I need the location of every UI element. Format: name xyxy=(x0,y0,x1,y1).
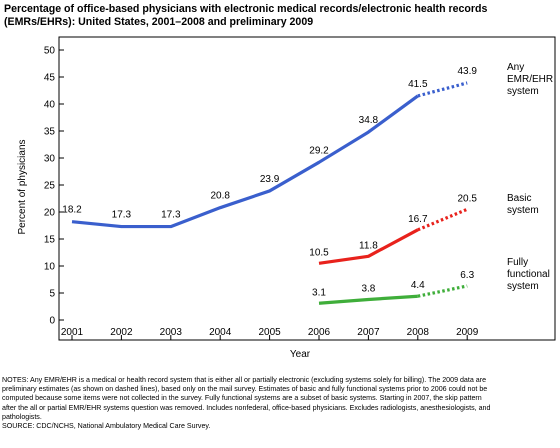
series-label-any-emr-ehr-system-line-1: Any xyxy=(507,62,524,73)
data-label-any-emr-ehr-system-2004: 20.8 xyxy=(210,191,230,202)
series-label-fully-functional-system-line-2: functional xyxy=(507,269,550,280)
data-label-fully-functional-system-2009: 6.3 xyxy=(460,270,474,281)
data-label-any-emr-ehr-system-2008: 41.5 xyxy=(408,79,428,90)
chart-title-line-2: (EMRs/EHRs): United States, 2001–2008 an… xyxy=(4,16,314,28)
series-label-fully-functional-system-line-3: system xyxy=(507,281,539,292)
y-tick-label-25: 25 xyxy=(44,181,56,192)
x-tick-label-2004: 2004 xyxy=(209,327,232,338)
x-tick-label-2009: 2009 xyxy=(456,327,479,338)
series-line-basic-system xyxy=(318,228,419,265)
series-dotted-line-fully-functional-system xyxy=(417,284,468,298)
y-tick-label-30: 30 xyxy=(44,154,56,165)
y-tick-label-10: 10 xyxy=(44,262,56,273)
y-tick-label-45: 45 xyxy=(44,73,56,84)
note-line-4: after the all or partial EMR/EHR systems… xyxy=(2,403,491,412)
note-line-5: pathologists. xyxy=(2,412,42,421)
series-dotted-line-any-emr-ehr-system xyxy=(417,81,468,98)
series-dotted-line-basic-system xyxy=(417,207,468,232)
data-label-basic-system-2009: 20.5 xyxy=(457,193,477,204)
x-tick-label-2007: 2007 xyxy=(357,327,380,338)
data-label-basic-system-2008: 16.7 xyxy=(408,214,428,225)
series-label-basic-system-line-2: system xyxy=(507,205,539,216)
x-axis-title: Year xyxy=(290,349,311,360)
data-label-any-emr-ehr-system-2002: 17.3 xyxy=(112,210,132,221)
x-tick-label-2003: 2003 xyxy=(160,327,183,338)
data-label-fully-functional-system-2008: 4.4 xyxy=(411,280,425,291)
x-tick-label-2005: 2005 xyxy=(258,327,281,338)
data-label-fully-functional-system-2006: 3.1 xyxy=(312,287,326,298)
y-tick-label-0: 0 xyxy=(49,316,55,327)
data-label-fully-functional-system-2007: 3.8 xyxy=(361,283,375,294)
series-line-fully-functional-system xyxy=(318,294,418,305)
x-tick-label-2001: 2001 xyxy=(61,327,84,338)
y-tick-label-40: 40 xyxy=(44,100,56,111)
x-tick-label-2006: 2006 xyxy=(308,327,331,338)
data-label-any-emr-ehr-system-2007: 34.8 xyxy=(359,115,379,126)
data-label-any-emr-ehr-system-2001: 18.2 xyxy=(62,205,82,216)
data-label-any-emr-ehr-system-2009: 43.9 xyxy=(457,66,477,77)
note-line-6: SOURCE: CDC/NCHS, National Ambulatory Me… xyxy=(2,422,211,431)
series-label-fully-functional-system-line-1: Fully xyxy=(507,257,528,268)
data-label-any-emr-ehr-system-2006: 29.2 xyxy=(309,145,329,156)
note-line-3: computed because some items were not col… xyxy=(2,394,482,403)
note-line-2: preliminary estimates (as shown on dashe… xyxy=(2,385,488,394)
plot-frame xyxy=(58,36,556,341)
data-label-any-emr-ehr-system-2005: 23.9 xyxy=(260,174,280,185)
chart-notes: NOTES: Any EMR/EHR is a medical or healt… xyxy=(2,376,558,431)
series-label-any-emr-ehr-system-line-2: EMR/EHR xyxy=(507,74,553,85)
labels-group: 18.2 17.3 17.3 20.8 23.9 29.2 34.8 41.5 43.9 AnyE… xyxy=(62,62,553,298)
y-tick-label-15: 15 xyxy=(44,235,56,246)
y-tick-label-20: 20 xyxy=(44,208,56,219)
chart-title: Percentage of office-based physicians wi… xyxy=(4,3,556,29)
series-line-any-emr-ehr-system xyxy=(71,94,419,229)
axes-group: 0 5 10 15 20 25 30 35 40 45 50 2001 2002 2003 2004 2005… xyxy=(17,46,479,361)
x-tick-label-2002: 2002 xyxy=(110,327,133,338)
data-label-any-emr-ehr-system-2003: 17.3 xyxy=(161,210,181,221)
series-label-any-emr-ehr-system-line-3: system xyxy=(507,86,539,97)
series-label-basic-system-line-1: Basic xyxy=(507,193,531,204)
data-label-basic-system-2007: 11.8 xyxy=(359,240,378,251)
note-line-1: NOTES: Any EMR/EHR is a medical or healt… xyxy=(2,376,487,384)
series-group xyxy=(71,81,468,305)
y-tick-label-5: 5 xyxy=(49,289,55,300)
y-tick-label-50: 50 xyxy=(44,46,56,57)
x-tick-label-2008: 2008 xyxy=(407,327,430,338)
y-axis-title: Percent of physicians xyxy=(17,139,28,234)
chart-svg: 0 5 10 15 20 25 30 35 40 45 50 2001 2002 2003 2004 2005… xyxy=(17,36,556,361)
chart-title-line-1: Percentage of office-based physicians wi… xyxy=(4,3,488,15)
y-tick-label-35: 35 xyxy=(44,127,56,138)
data-label-basic-system-2006: 10.5 xyxy=(309,247,329,258)
